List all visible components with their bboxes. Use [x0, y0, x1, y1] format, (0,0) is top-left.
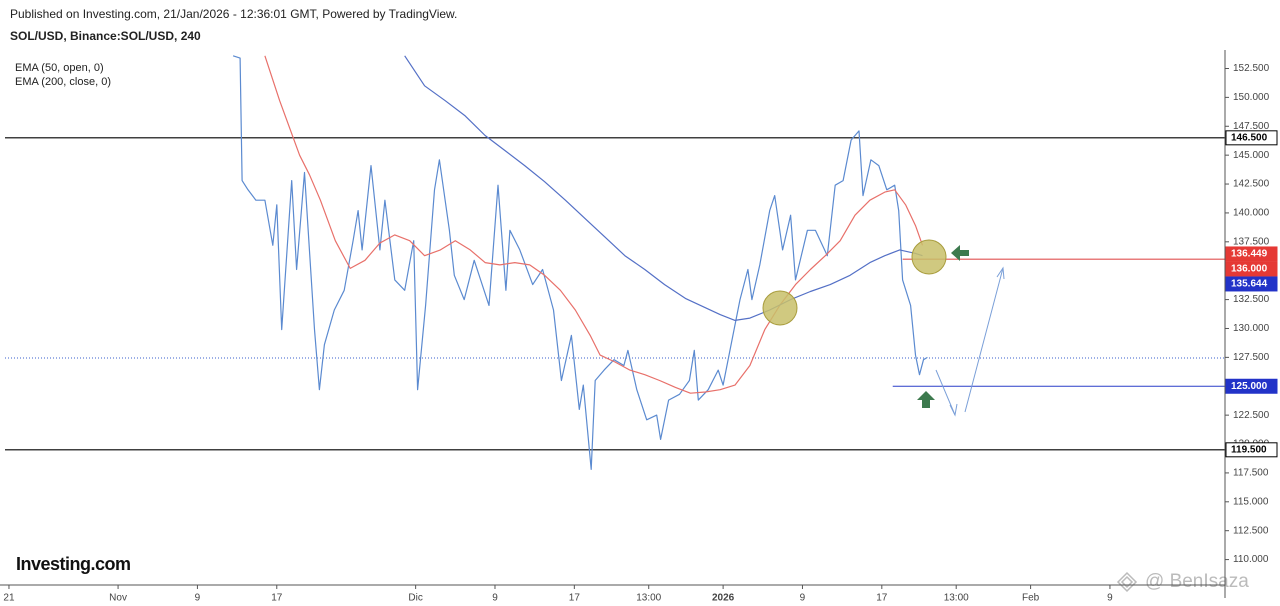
x-tick-label: 2026 — [712, 593, 735, 604]
x-tick-label: 9 — [492, 593, 498, 604]
annotations — [762, 239, 1005, 417]
y-tick-label: 127.500 — [1233, 352, 1270, 363]
x-tick-label: Feb — [1022, 593, 1040, 604]
y-tick-label: 140.000 — [1233, 208, 1270, 219]
legend-entry: EMA (200, close, 0) — [15, 76, 111, 88]
y-tick-label: 117.500 — [1233, 468, 1269, 479]
y-tick-label: 110.000 — [1233, 554, 1269, 565]
watermark: @ BenIsaza — [1145, 571, 1249, 592]
price-label: 125.000 — [1231, 381, 1268, 392]
y-tick-label: 130.000 — [1233, 323, 1270, 334]
green-arrow-up — [917, 391, 935, 408]
plot-area — [5, 55, 1225, 470]
series-line — [264, 55, 924, 394]
y-tick-label: 147.500 — [1233, 121, 1270, 132]
price-label-box — [1225, 442, 1278, 458]
series-line — [232, 55, 928, 470]
x-tick-label: 9 — [800, 593, 806, 604]
x-tick-label: 21 — [3, 593, 15, 604]
projection-line — [935, 369, 956, 416]
price-label-box — [1225, 261, 1278, 277]
y-tick-label: 145.000 — [1233, 150, 1270, 161]
x-tick-label: Dic — [408, 593, 422, 604]
price-label-box — [1225, 246, 1278, 262]
price-label-box — [1225, 130, 1278, 146]
x-tick-label: 9 — [1107, 593, 1113, 604]
y-tick-label: 142.500 — [1233, 179, 1270, 190]
x-tick-label: Nov — [109, 593, 127, 604]
x-tick-label: 17 — [271, 593, 283, 604]
y-tick-label: 112.500 — [1233, 525, 1269, 536]
plot — [5, 55, 1225, 470]
price-label: 136.000 — [1231, 264, 1268, 275]
price-label-box — [1225, 276, 1278, 292]
y-tick-label: 150.000 — [1233, 92, 1270, 103]
price-label: 135.644 — [1231, 279, 1268, 290]
series-line — [404, 55, 923, 321]
y-tick-label: 122.500 — [1233, 410, 1270, 421]
green-arrow-left — [951, 245, 969, 261]
price-label: 119.500 — [1231, 444, 1267, 455]
projection-arrowhead — [996, 266, 1005, 280]
projection-arrowhead — [949, 403, 958, 417]
legend-entry: EMA (50, open, 0) — [15, 62, 104, 74]
highlight-circle — [911, 239, 947, 275]
x-tick-label: 13:00 — [636, 593, 661, 604]
x-tick-label: 17 — [876, 593, 888, 604]
projection-line — [964, 267, 1004, 413]
axes: 110.000112.500115.000117.500120.000122.5… — [0, 50, 1278, 604]
x-tick-label: 13:00 — [944, 593, 969, 604]
price-label: 136.449 — [1231, 249, 1268, 260]
price-label-box — [1225, 378, 1278, 394]
price-label: 146.500 — [1231, 132, 1268, 143]
x-tick-label: 17 — [569, 593, 581, 604]
symbol-title: SOL/USD, Binance:SOL/USD, 240 — [10, 29, 201, 43]
highlight-circle — [762, 290, 798, 326]
x-tick-label: 9 — [195, 593, 201, 604]
logo: Investing.com — [16, 554, 131, 574]
y-tick-label: 152.500 — [1233, 63, 1270, 74]
y-tick-label: 137.500 — [1233, 236, 1270, 247]
y-tick-label: 115.000 — [1233, 496, 1269, 507]
published-note: Published on Investing.com, 21/Jan/2026 … — [10, 7, 457, 21]
y-tick-label: 132.500 — [1233, 294, 1270, 305]
